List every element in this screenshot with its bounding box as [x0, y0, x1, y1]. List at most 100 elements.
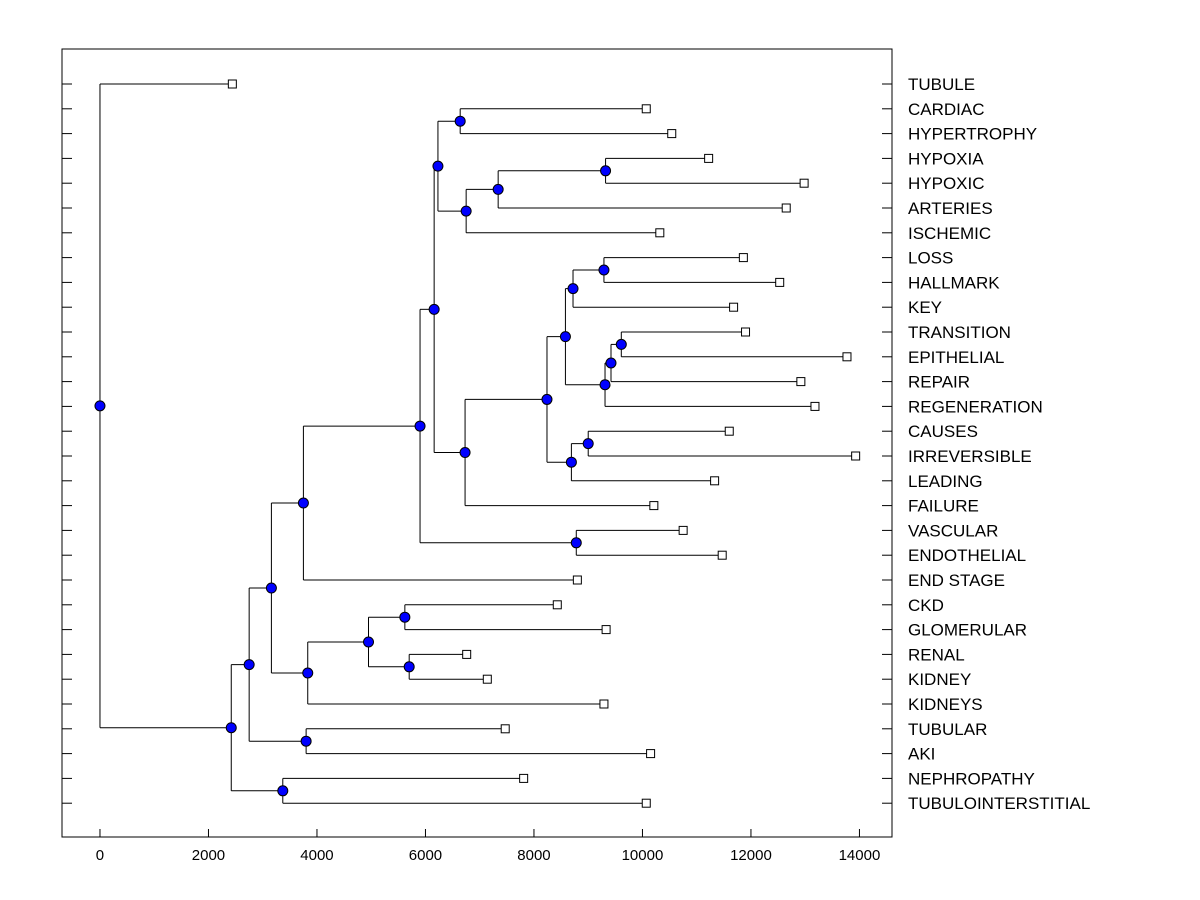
leaf-label: ISCHEMIC [908, 224, 991, 243]
leaf-marker [738, 253, 748, 263]
leaf-marker [552, 600, 562, 610]
x-tick-label: 4000 [300, 847, 333, 864]
node-marker [414, 420, 426, 432]
leaf-labels: TUBULE CARDIAC HYPERTROPHY HYPOXIA HYPOXIC AR… [908, 75, 1090, 813]
leaf-marker [724, 426, 734, 436]
node-marker [598, 264, 610, 276]
x-tick-label: 12000 [730, 847, 772, 864]
leaf-label: REGENERATION [908, 397, 1043, 416]
leaf-marker [655, 228, 665, 238]
leaf-label: ENDOTHELIAL [908, 546, 1026, 565]
node-marker [94, 400, 106, 412]
node-marker [454, 115, 466, 127]
leaf-marker [572, 575, 582, 585]
node-marker [599, 379, 611, 391]
x-tick-label: 6000 [409, 847, 442, 864]
plot-frame [61, 48, 893, 838]
node-marker [582, 438, 594, 450]
leaf-label: EPITHELIAL [908, 348, 1004, 367]
node-marker [225, 722, 237, 734]
leaf-label: LEADING [908, 472, 983, 491]
leaf-label: KEY [908, 298, 942, 317]
node-marker [403, 661, 415, 673]
leaf-marker [851, 451, 861, 461]
node-marker [300, 735, 312, 747]
leaf-label: HYPOXIA [908, 149, 984, 168]
leaf-label: GLOMERULAR [908, 621, 1027, 640]
leaf-label: FAILURE [908, 497, 979, 516]
node-marker [265, 582, 277, 594]
leaf-label: CAUSES [908, 422, 978, 441]
leaf-label: HYPOXIC [908, 174, 985, 193]
node-marker [459, 447, 471, 459]
node-marker [460, 205, 472, 217]
leaf-marker [667, 129, 677, 139]
leaf-markers [227, 79, 861, 808]
leaf-label: IRREVERSIBLE [908, 447, 1032, 466]
leaf-marker [704, 153, 714, 163]
leaf-marker [796, 377, 806, 387]
node-marker [565, 456, 577, 468]
node-marker [399, 611, 411, 623]
leaf-label: TRANSITION [908, 323, 1011, 342]
x-ticks: 0 2000 4000 6000 8000 10000 12000 14000 [96, 829, 881, 864]
leaf-label: CARDIAC [908, 100, 985, 119]
leaf-label: REPAIR [908, 373, 970, 392]
leaf-marker [649, 501, 659, 511]
leaf-label: TUBULOINTERSTITIAL [908, 794, 1090, 813]
node-marker [615, 338, 627, 350]
leaf-label: KIDNEYS [908, 695, 983, 714]
leaf-marker [646, 749, 656, 759]
leaf-label: ARTERIES [908, 199, 993, 218]
leaf-label: VASCULAR [908, 521, 998, 540]
node-markers [94, 115, 627, 797]
leaf-label: LOSS [908, 249, 953, 268]
leaf-marker [842, 352, 852, 362]
node-marker [567, 283, 579, 295]
node-marker [605, 357, 617, 369]
node-marker [492, 183, 504, 195]
leaf-label: TUBULE [908, 75, 975, 94]
leaf-label: RENAL [908, 645, 965, 664]
node-marker [363, 636, 375, 648]
leaf-marker [599, 699, 609, 709]
leaf-marker [641, 798, 651, 808]
x-tick-label: 0 [96, 847, 104, 864]
dendrogram-branches [99, 83, 856, 804]
leaf-marker [641, 104, 651, 114]
leaf-label: CKD [908, 596, 944, 615]
node-marker [277, 785, 289, 797]
leaf-marker [500, 724, 510, 734]
x-tick-label: 10000 [622, 847, 664, 864]
node-marker [559, 331, 571, 343]
leaf-marker [678, 525, 688, 535]
leaf-label: END STAGE [908, 571, 1005, 590]
leaf-marker [519, 773, 529, 783]
node-marker [428, 303, 440, 315]
leaf-label: TUBULAR [908, 720, 987, 739]
leaf-marker [227, 79, 237, 89]
node-marker [297, 497, 309, 509]
y-ticks [62, 83, 892, 804]
leaf-marker [482, 674, 492, 684]
leaf-marker [601, 625, 611, 635]
node-marker [432, 160, 444, 172]
leaf-label: AKI [908, 745, 935, 764]
leaf-marker [810, 401, 820, 411]
node-marker [243, 659, 255, 671]
node-marker [600, 165, 612, 177]
leaf-marker [462, 649, 472, 659]
leaf-marker [775, 277, 785, 287]
leaf-label: KIDNEY [908, 670, 971, 689]
x-tick-label: 2000 [192, 847, 225, 864]
leaf-marker [717, 550, 727, 560]
node-marker [302, 667, 314, 679]
node-marker [541, 393, 553, 405]
leaf-label: HYPERTROPHY [908, 125, 1037, 144]
x-tick-label: 14000 [839, 847, 881, 864]
x-tick-label: 8000 [517, 847, 550, 864]
leaf-marker [729, 302, 739, 312]
leaf-marker [741, 327, 751, 337]
leaf-marker [710, 476, 720, 486]
